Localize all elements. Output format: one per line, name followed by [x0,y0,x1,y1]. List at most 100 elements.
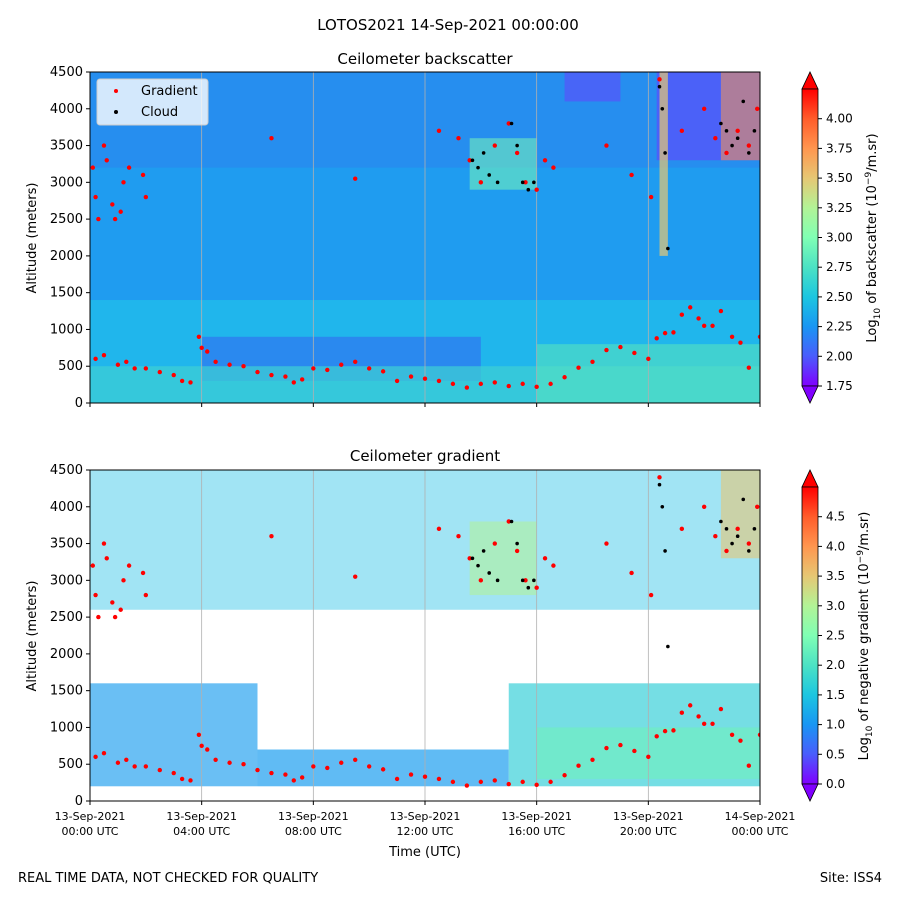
gradient-point [662,728,668,734]
cloud-point [730,143,734,148]
gradient-point [464,783,470,788]
x-tick-label-date: 13-Sep-2021 [278,810,349,823]
gradient-point [269,534,274,539]
gradient-point [514,150,520,156]
cloud-point [476,165,480,170]
gradient-point [394,378,400,384]
cloud-point [487,173,492,177]
backscatter-x-ticks [89,403,761,407]
gradient-point [96,216,101,222]
cloud-point [487,571,492,575]
gradient-point [422,774,428,779]
y-tick-label: 4500 [50,65,83,80]
gradient-point [205,349,210,354]
gradient-point [718,308,724,314]
cloud-point [495,180,500,185]
gradient-point [436,526,442,532]
gradient-point [353,757,358,763]
gradient-point [143,764,149,769]
gradient-point [227,362,232,367]
gradient-point [679,526,685,532]
y-tick-label: 500 [58,757,83,772]
backscatter-ylabel: Altitude (meters) [25,183,40,294]
cloud-point [666,246,670,251]
heatmap-band [720,72,760,161]
gradient-point [353,574,358,579]
gradient-point [576,365,581,370]
cloud-point [657,84,662,89]
gradient-point [724,548,729,554]
gradient-point [657,475,662,480]
y-tick-label: 0 [75,794,83,809]
gradient-point [735,128,740,134]
gradient-point [604,143,609,148]
gradient-point [542,556,548,561]
legend-cloud-marker [114,110,118,114]
gradient-point [143,194,149,200]
x-axis-label: Time (UTC) [388,845,461,860]
gradient-point [380,369,386,374]
cloud-point [741,99,746,104]
cloud-point [741,497,746,502]
gradient-point [467,556,472,561]
gradient-point [548,381,553,387]
x-tick-label-date: 13-Sep-2021 [390,810,461,823]
gradient-point [478,578,484,583]
x-tick-label-time: 04:00 UTC [173,825,230,838]
gradient-point [339,760,344,765]
colorbar-tick-label: 3.50 [826,171,853,185]
x-tick-label-date: 13-Sep-2021 [613,810,684,823]
cloud-point [532,578,536,583]
gradient-point [657,77,662,82]
gradient-point [729,732,735,737]
gradient-point [121,578,126,583]
x-tick-label-time: 00:00 UTC [731,825,788,838]
footer-quality-note: REAL TIME DATA, NOT CHECKED FOR QUALITY [18,871,318,886]
cloud-point [481,151,486,155]
heatmap-band [720,470,760,559]
colorbar-tick-label: 0.5 [826,747,845,761]
gradient-panel: Ceilometer gradient 0 500 1000 1500 2000 2500… [25,447,875,860]
cloud-point [724,527,729,531]
cloud-point [724,129,729,133]
gradient-point [562,773,567,778]
gradient-point [755,106,760,111]
gradient-point [701,106,707,111]
gradient-point [339,362,344,367]
x-tick-label-date: 14-Sep-2021 [725,810,796,823]
gradient-markers [90,475,760,788]
gradient-point [662,330,668,336]
gradient-point [696,714,701,719]
colorbar-tick-label: 1.0 [826,718,845,732]
gradient-point [110,202,115,207]
gradient-point [629,570,634,576]
gradient-colorbar-bar [801,486,819,785]
gradient-point [654,734,659,739]
gradient-point [213,359,218,365]
gradient-point [646,754,651,760]
gradient-point [738,340,743,345]
gradient-point [408,772,414,777]
colorbar-tick-label: 2.00 [826,349,853,363]
gradient-point [353,359,358,365]
gradient-point [353,176,358,181]
x-tick-label-date: 13-Sep-2021 [166,810,237,823]
gradient-point [696,316,701,321]
legend: Gradient Cloud [96,78,209,126]
gradient-point [604,541,609,546]
gradient-point [520,779,525,785]
gradient-point [506,383,511,389]
cloud-point [526,585,531,590]
colorbar-tick-label: 4.00 [826,112,853,126]
gradient-point [283,374,288,379]
gradient-point [478,779,484,785]
gradient-point [456,534,461,539]
legend-box [96,78,209,126]
cloud-point [470,556,475,561]
gradient-point [90,563,95,568]
cloud-point [660,504,665,509]
cloud-point [509,519,514,524]
gradient-point [632,748,637,754]
gradient-point [492,380,497,385]
gradient-point [618,742,623,748]
